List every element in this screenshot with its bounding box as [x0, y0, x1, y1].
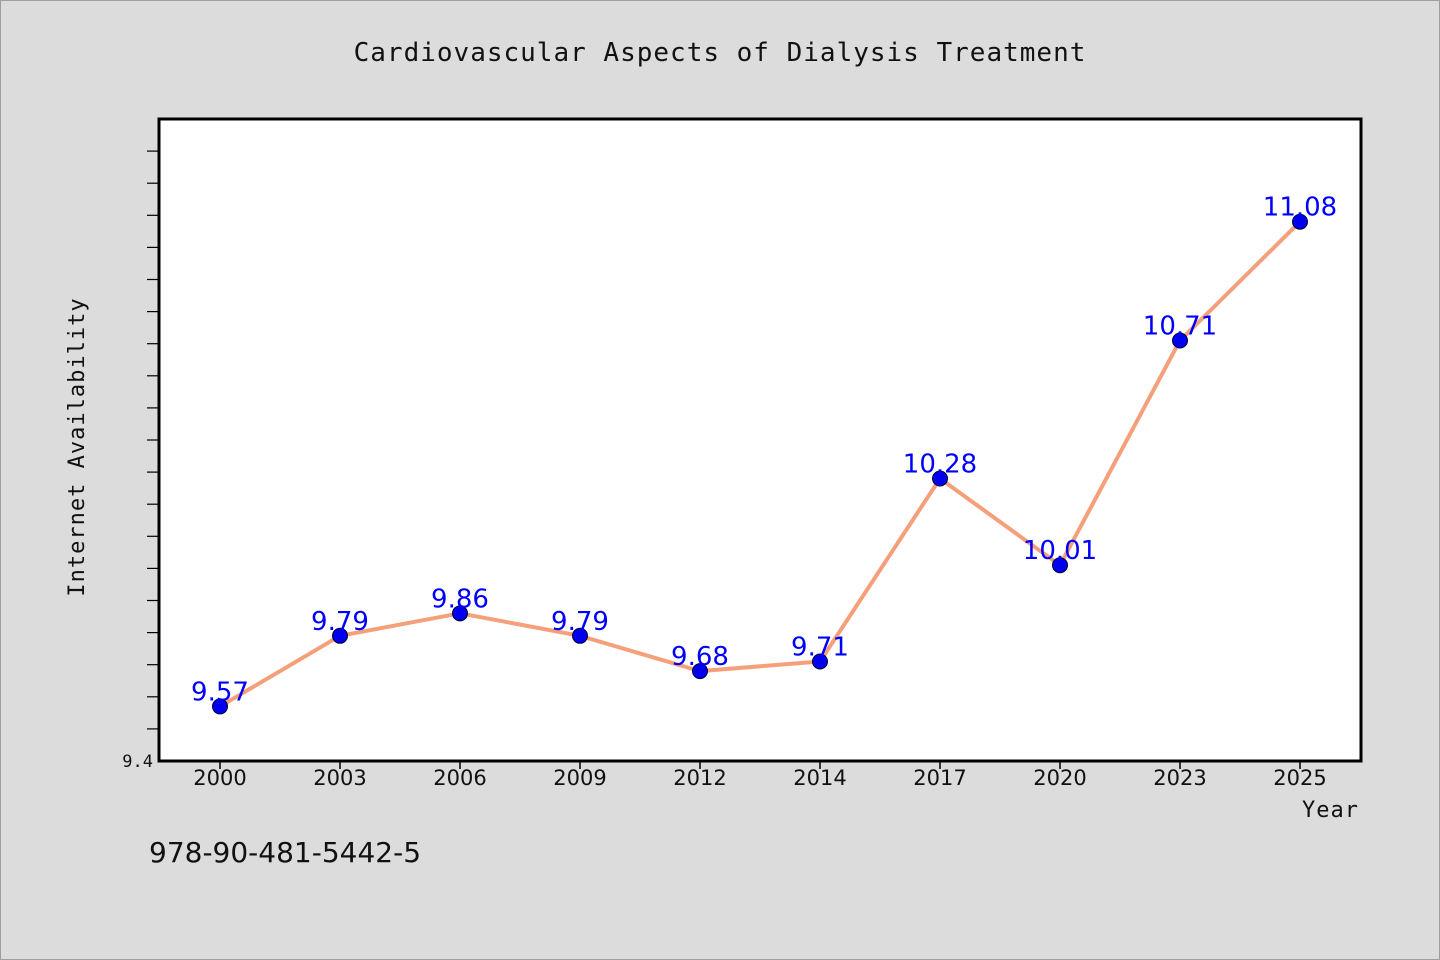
x-tick-label: 2025 [1273, 766, 1326, 790]
data-label: 9.57 [191, 677, 249, 707]
data-label: 11.08 [1263, 193, 1337, 223]
data-label: 9.68 [671, 642, 729, 672]
x-tick-label: 2006 [433, 766, 486, 790]
data-label: 9.71 [791, 632, 849, 662]
data-label: 9.79 [551, 607, 609, 637]
x-tick-label: 2017 [913, 766, 966, 790]
data-point [452, 605, 468, 622]
x-tick-label: 2003 [313, 766, 366, 790]
data-point [1052, 557, 1068, 574]
data-label: 10.01 [1023, 536, 1097, 566]
series-line [218, 220, 1302, 709]
data-label: 10.71 [1143, 311, 1217, 341]
data-point [812, 653, 828, 670]
y-axis-ticks: 9.4 [122, 150, 159, 772]
data-label: 10.28 [903, 450, 977, 480]
data-point [572, 627, 588, 644]
x-tick-label: 2014 [793, 766, 846, 790]
x-tick-label: 2009 [553, 766, 606, 790]
data-point [1172, 332, 1188, 349]
data-label: 9.86 [431, 584, 489, 614]
y-tick-label: 9.4 [122, 752, 153, 772]
plot-area [157, 117, 1363, 763]
x-tick-label: 2012 [673, 766, 726, 790]
data-point [332, 627, 348, 644]
data-point [692, 663, 708, 680]
y-axis-title: Internet Availability [65, 297, 90, 596]
x-tick-label: 2020 [1033, 766, 1086, 790]
data-point [212, 698, 228, 715]
data-point [1292, 213, 1308, 230]
x-axis-title: Year [1302, 798, 1359, 823]
data-point [932, 470, 948, 487]
data-labels: 9.57 9.79 9.86 9.79 9.68 9.71 10.28 10.01 10.71 1… [191, 193, 1337, 708]
isbn-code: 978-90-481-5442-5 [149, 836, 421, 869]
x-axis-ticks: 2000 2003 2006 2009 2012 2014 2017 2020 2023 2025 [193, 761, 1327, 790]
chart-title: Cardiovascular Aspects of Dialysis Treat… [354, 38, 1087, 68]
x-tick-label: 2000 [193, 766, 246, 790]
x-tick-label: 2023 [1153, 766, 1206, 790]
data-markers [212, 213, 1308, 715]
data-label: 9.79 [311, 607, 369, 637]
